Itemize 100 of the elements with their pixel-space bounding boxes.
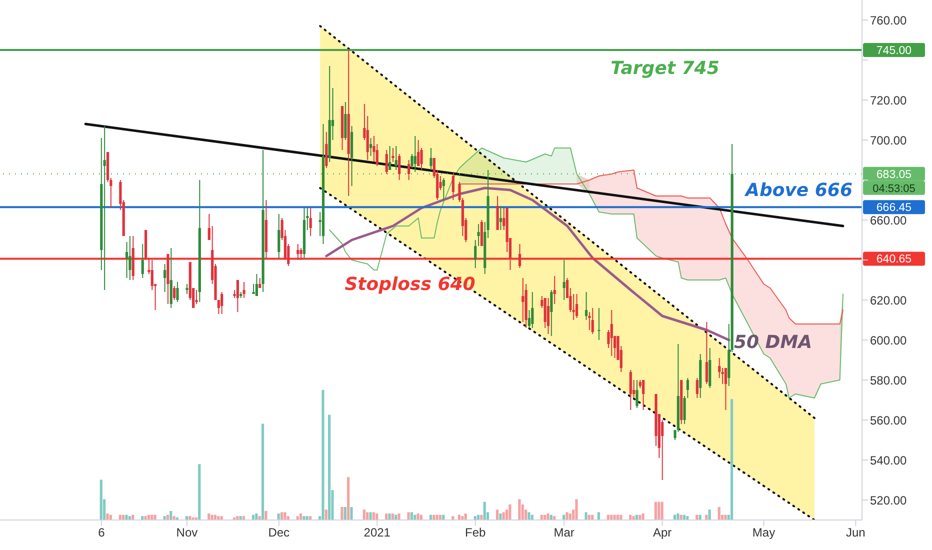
candlestick xyxy=(372,136,376,162)
y-tick-label: 540.00 xyxy=(870,453,908,468)
bar xyxy=(566,512,568,520)
candlestick xyxy=(477,224,480,246)
x-tick-label: Feb xyxy=(465,526,486,540)
x-tick-label: Dec xyxy=(268,526,290,540)
bar xyxy=(328,414,331,520)
candlestick xyxy=(531,292,534,328)
bar xyxy=(575,499,578,520)
candlestick xyxy=(546,298,550,334)
bar xyxy=(372,512,375,520)
candlestick xyxy=(642,380,645,410)
text: 04:53:05 xyxy=(872,182,916,195)
x-tick-label: 6 xyxy=(98,526,106,540)
candlestick xyxy=(724,368,728,410)
bar xyxy=(658,502,660,520)
bar xyxy=(369,512,372,520)
x-tick-label: May xyxy=(752,526,776,540)
candlestick xyxy=(242,282,246,298)
candlestick xyxy=(550,290,553,336)
y-tick-label: 760.00 xyxy=(870,13,908,28)
bar xyxy=(366,512,369,520)
candlestick xyxy=(430,148,432,170)
x-tick-label: 2021 xyxy=(364,526,391,540)
candlestick xyxy=(173,286,176,300)
bar xyxy=(730,399,734,520)
candlestick xyxy=(255,274,258,296)
candlestick xyxy=(408,160,410,180)
bar xyxy=(210,514,214,520)
bar xyxy=(302,516,306,520)
bar xyxy=(496,510,499,520)
ref-line-label: 683.05 xyxy=(876,168,912,181)
bar xyxy=(106,514,109,520)
candlestick xyxy=(388,146,392,170)
candlestick xyxy=(705,322,708,384)
bar xyxy=(322,390,324,520)
bar xyxy=(344,507,346,520)
annotation: 50 DMA xyxy=(734,332,812,353)
ref-line-label: 666.45 xyxy=(876,202,912,214)
candlestick xyxy=(220,292,224,314)
candlestick xyxy=(696,378,699,398)
bar xyxy=(528,512,530,520)
candlestick xyxy=(236,280,239,312)
bar xyxy=(597,512,600,520)
bar xyxy=(613,514,616,520)
candlestick xyxy=(474,240,477,268)
y-tick-label: 600.00 xyxy=(870,333,908,348)
candlestick xyxy=(442,178,445,200)
candlestick xyxy=(278,214,280,258)
candlestick xyxy=(163,264,166,292)
candlestick xyxy=(150,260,154,290)
candlestick xyxy=(392,148,394,162)
candlestick xyxy=(325,132,328,168)
bar xyxy=(280,512,284,520)
bar xyxy=(410,512,413,520)
candlestick xyxy=(296,244,300,260)
x-tick-label: Mar xyxy=(554,526,574,540)
candlestick xyxy=(394,146,398,170)
candlestick xyxy=(522,278,524,322)
y-tick-label: 700.00 xyxy=(870,133,908,148)
candlestick xyxy=(518,244,522,268)
candlestick xyxy=(553,276,556,304)
y-tick-label: 720.00 xyxy=(870,93,908,108)
bar xyxy=(660,502,664,520)
candlestick xyxy=(195,290,198,304)
bar xyxy=(261,424,264,520)
candlestick xyxy=(683,396,686,424)
candlestick xyxy=(414,136,416,172)
candlestick xyxy=(480,220,484,246)
bar xyxy=(546,514,550,520)
candlestick xyxy=(584,292,588,320)
bar xyxy=(163,516,166,520)
bar xyxy=(632,516,635,520)
bar xyxy=(324,510,328,520)
candlestick xyxy=(344,102,347,140)
bar xyxy=(642,514,644,520)
bar xyxy=(100,480,102,520)
candlestick xyxy=(686,378,689,398)
candlestick xyxy=(496,196,499,230)
candlestick xyxy=(417,140,420,166)
bar xyxy=(347,477,350,520)
candlestick xyxy=(452,174,454,200)
bar xyxy=(198,464,201,520)
candlestick xyxy=(598,308,600,340)
candlestick xyxy=(170,248,172,308)
candlestick xyxy=(103,126,106,290)
candlestick xyxy=(610,310,613,356)
bar xyxy=(584,512,588,520)
y-tick-label: 620.00 xyxy=(870,293,908,308)
ref-line-label: 745.00 xyxy=(876,45,912,57)
bar xyxy=(508,504,512,520)
candlestick xyxy=(636,380,638,408)
candlestick xyxy=(629,370,632,410)
bar xyxy=(154,514,156,520)
candlestick xyxy=(141,244,144,278)
candlestick xyxy=(562,260,566,300)
candlestick xyxy=(186,284,188,294)
annotation: Stoploss 640 xyxy=(344,274,476,295)
x-tick-label: Jun xyxy=(846,526,866,540)
candlestick xyxy=(128,236,132,280)
